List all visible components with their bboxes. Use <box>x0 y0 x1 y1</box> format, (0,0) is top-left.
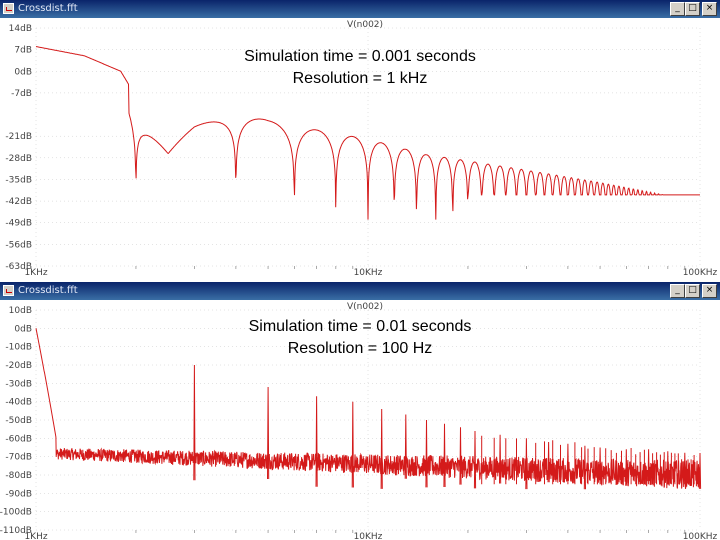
y-axis-ticks: 10dB 0dB -10dB -20dB -30dB -40dB -50dB -60dB -70… <box>0 306 32 536</box>
y-tick-label: -70dB <box>5 453 32 463</box>
y-tick-label: -63dB <box>5 262 32 272</box>
title-bar[interactable]: Crossdist.fft _ □ × <box>0 282 720 300</box>
y-tick-label: -10dB <box>5 343 32 353</box>
y-tick-label: -100dB <box>0 508 32 518</box>
minimize-button[interactable]: _ <box>670 2 685 16</box>
x-tick-label: 100KHz <box>683 532 718 540</box>
y-tick-label: -49dB <box>5 219 32 229</box>
x-tick-label: 1KHz <box>24 268 47 278</box>
fft-trace <box>35 328 702 490</box>
y-tick-label: 14dB <box>9 24 32 34</box>
annotation-resolution: Resolution = 1 kHz <box>292 70 428 87</box>
y-tick-label: 0dB <box>14 67 32 77</box>
y-tick-label: -50dB <box>5 416 32 426</box>
x-axis-ticks: 1KHz 10KHz 100KHz <box>24 266 718 278</box>
y-tick-label: -80dB <box>5 471 32 481</box>
y-tick-label: -30dB <box>5 379 32 389</box>
maximize-button[interactable]: □ <box>685 284 700 298</box>
annotation-sim-time: Simulation time = 0.01 seconds <box>248 318 472 335</box>
x-tick-label: 10KHz <box>354 268 383 278</box>
y-tick-label: -40dB <box>5 398 32 408</box>
x-tick-label: 10KHz <box>354 532 383 540</box>
title-bar[interactable]: Crossdist.fft _ □ × <box>0 0 720 18</box>
y-tick-label: -28dB <box>5 154 32 164</box>
annotation-sim-time: Simulation time = 0.001 seconds <box>244 48 476 65</box>
close-button[interactable]: × <box>702 2 717 16</box>
fft-plot-1[interactable]: 14dB 7dB 0dB -7dB -21dB -28dB -35dB -42dB -49dB -… <box>0 18 720 280</box>
window-title: Crossdist.fft <box>18 285 78 296</box>
y-tick-label: -56dB <box>5 240 32 250</box>
y-tick-label: -20dB <box>5 361 32 371</box>
y-tick-label: -21dB <box>5 132 32 142</box>
fft-trace <box>35 46 700 220</box>
fft-window-1: Crossdist.fft _ □ × 14dB 7dB 0dB -7dB -21dB -… <box>0 0 720 280</box>
trace-label[interactable]: V(n002) <box>347 302 383 312</box>
y-tick-label: -42dB <box>5 197 32 207</box>
trace-label[interactable]: V(n002) <box>347 20 383 30</box>
y-tick-label: 10dB <box>9 306 32 316</box>
fft-plot-2[interactable]: 10dB 0dB -10dB -20dB -30dB -40dB -50dB -60dB -70… <box>0 300 720 540</box>
annotation: Simulation time = 0.001 seconds Resoluti… <box>200 46 520 90</box>
window-title: Crossdist.fft <box>18 3 78 14</box>
minimize-button[interactable]: _ <box>670 284 685 298</box>
annotation: Simulation time = 0.01 seconds Resolutio… <box>200 316 520 360</box>
y-tick-label: -60dB <box>5 434 32 444</box>
y-tick-label: -90dB <box>5 489 32 499</box>
fft-window-2: Crossdist.fft _ □ × 10dB 0dB -10dB -20dB -30… <box>0 282 720 540</box>
waveform-app-icon <box>3 285 14 296</box>
x-tick-label: 100KHz <box>683 268 718 278</box>
annotation-resolution: Resolution = 100 Hz <box>287 340 433 357</box>
y-tick-label: 7dB <box>14 46 32 56</box>
x-tick-label: 1KHz <box>24 532 47 540</box>
y-tick-label: -7dB <box>11 89 32 99</box>
waveform-app-icon <box>3 3 14 14</box>
y-tick-label: -110dB <box>0 526 32 536</box>
x-axis-ticks: 1KHz 10KHz 100KHz <box>24 530 718 540</box>
maximize-button[interactable]: □ <box>685 2 700 16</box>
y-axis-ticks: 14dB 7dB 0dB -7dB -21dB -28dB -35dB -42dB -49dB -… <box>5 24 32 272</box>
y-tick-label: 0dB <box>14 324 32 334</box>
close-button[interactable]: × <box>702 284 717 298</box>
y-tick-label: -35dB <box>5 175 32 185</box>
